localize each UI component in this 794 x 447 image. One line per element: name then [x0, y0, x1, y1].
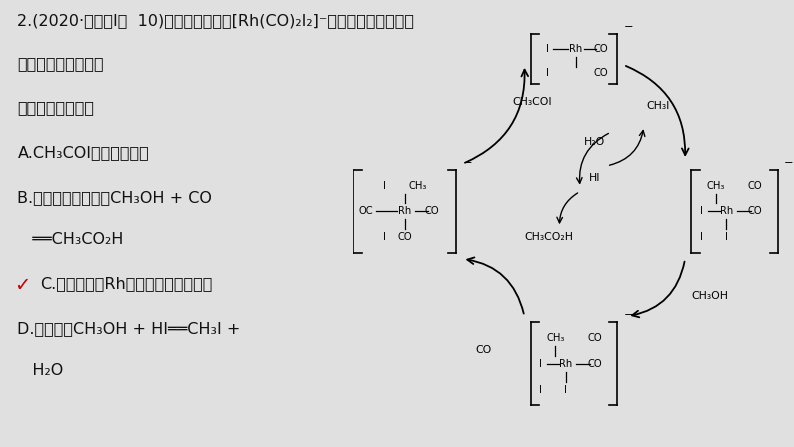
Text: CO: CO: [593, 68, 608, 78]
Text: I: I: [700, 232, 703, 242]
Text: CH₃I: CH₃I: [646, 101, 670, 111]
Text: C.反应过程中Rh的成键数目保持不变: C.反应过程中Rh的成键数目保持不变: [40, 276, 212, 291]
Text: OC: OC: [358, 207, 373, 216]
Text: D.存在反应CH₃OH + HI══CH₃I +: D.存在反应CH₃OH + HI══CH₃I +: [17, 321, 241, 336]
Text: I: I: [700, 207, 703, 216]
Text: CH₃CO₂H: CH₃CO₂H: [525, 232, 573, 242]
Text: CO: CO: [593, 44, 608, 54]
Text: Rh: Rh: [559, 359, 572, 369]
Text: −: −: [623, 310, 633, 320]
Text: I: I: [545, 68, 549, 78]
Text: CH₃: CH₃: [408, 181, 426, 190]
Text: Rh: Rh: [719, 207, 733, 216]
Text: CO: CO: [398, 232, 412, 242]
Text: CO: CO: [587, 333, 602, 343]
Text: CH₃OH: CH₃OH: [692, 291, 728, 301]
Text: −: −: [784, 158, 793, 168]
Text: I: I: [539, 359, 542, 369]
Text: I: I: [564, 384, 567, 395]
Text: ══CH₃CO₂H: ══CH₃CO₂H: [17, 232, 124, 248]
Text: CO: CO: [587, 359, 602, 369]
Text: I: I: [383, 181, 386, 190]
Text: −: −: [623, 22, 633, 32]
Text: CH₃: CH₃: [707, 181, 725, 190]
Text: CH₃: CH₃: [546, 333, 565, 343]
Text: 下列叙述错误的是: 下列叙述错误的是: [17, 101, 94, 116]
Text: A.CH₃COI是反应中间体: A.CH₃COI是反应中间体: [17, 145, 149, 160]
Text: I: I: [545, 44, 549, 54]
Text: 反应过程如图所示。: 反应过程如图所示。: [17, 56, 104, 71]
Text: I: I: [539, 384, 542, 395]
Text: −: −: [463, 158, 472, 168]
Text: CO: CO: [748, 181, 762, 190]
Text: I: I: [725, 232, 728, 242]
Text: B.甲醇禄基化反应为CH₃OH + CO: B.甲醇禄基化反应为CH₃OH + CO: [17, 190, 212, 205]
Text: CO: CO: [475, 345, 491, 355]
Text: HI: HI: [588, 173, 600, 183]
Text: CO: CO: [424, 207, 439, 216]
Text: CH₃COI: CH₃COI: [513, 97, 553, 107]
Text: H₂O: H₂O: [17, 363, 64, 378]
Text: I: I: [383, 232, 386, 242]
Text: ✓: ✓: [14, 276, 31, 295]
Text: Rh: Rh: [399, 207, 411, 216]
Text: CO: CO: [748, 207, 762, 216]
Text: Rh: Rh: [569, 44, 583, 54]
Text: H₂O: H₂O: [584, 137, 605, 147]
Text: 2.(2020·全国卷Ⅰ，  10)钓的配合物离子[Rh(CO)₂I₂]⁻可催化甲醇禄基化，: 2.(2020·全国卷Ⅰ， 10)钓的配合物离子[Rh(CO)₂I₂]⁻可催化甲…: [17, 13, 414, 29]
